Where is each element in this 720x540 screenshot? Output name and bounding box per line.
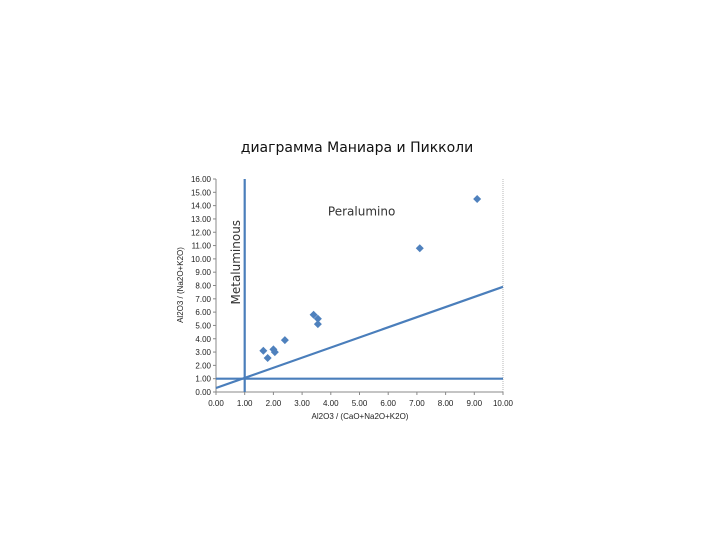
y-tick-label: 3.00 xyxy=(195,348,211,357)
y-tick-label: 0.00 xyxy=(195,388,211,397)
y-tick-label: 11.00 xyxy=(192,242,212,251)
plot-area: 0.00 1.00 2.00 3.00 4.00 5.00 6.00 7.00 8.00 9.00… xyxy=(191,175,514,408)
y-tick-label: 15.00 xyxy=(191,188,212,197)
data-point xyxy=(473,194,482,203)
y-tick-label: 14.00 xyxy=(191,202,212,211)
x-tick-label: 7.00 xyxy=(409,399,425,408)
chart-title: диаграмма Маниара и Пикколи xyxy=(241,140,473,156)
data-point xyxy=(259,346,268,355)
data-point xyxy=(309,310,318,319)
x-tick-label: 10.00 xyxy=(493,399,514,408)
data-point xyxy=(415,244,424,253)
y-tick-label: 10.00 xyxy=(191,255,212,264)
data-point xyxy=(280,336,289,345)
x-tick-label: 8.00 xyxy=(438,399,454,408)
x-tick-label: 1.00 xyxy=(237,399,253,408)
y-tick-label: 12.00 xyxy=(191,228,212,237)
x-tick-label: 5.00 xyxy=(352,399,368,408)
x-axis-label: Al2O3 / (CaO+Na2O+K2O) xyxy=(312,412,409,421)
y-tick-label: 6.00 xyxy=(195,308,211,317)
y-tick-label: 7.00 xyxy=(195,295,211,304)
y-tick-label: 8.00 xyxy=(195,282,211,291)
x-tick-label: 6.00 xyxy=(380,399,396,408)
annotation-metaluminous: Metaluminous xyxy=(229,220,243,305)
y-axis-label: Al2O3 / (Na2O+K2O) xyxy=(176,247,185,323)
y-tick-label: 4.00 xyxy=(195,335,211,344)
x-tick-label: 0.00 xyxy=(208,399,224,408)
x-tick-label: 2.00 xyxy=(266,399,282,408)
x-tick-label: 4.00 xyxy=(323,399,339,408)
y-tick-label: 2.00 xyxy=(195,361,211,370)
y-tick-label: 1.00 xyxy=(195,375,211,384)
data-point xyxy=(313,314,322,323)
data-point xyxy=(263,354,272,363)
y-tick-label: 13.00 xyxy=(191,215,212,224)
y-tick-label: 5.00 xyxy=(195,321,211,330)
y-tick-label: 16.00 xyxy=(191,175,212,184)
reference-line-diagonal xyxy=(215,285,504,390)
annotation-peraluminous: Peralumino xyxy=(328,204,395,218)
x-tick-label: 9.00 xyxy=(467,399,483,408)
data-point xyxy=(313,320,322,329)
data-point xyxy=(270,348,279,357)
x-tick-label: 3.00 xyxy=(294,399,310,408)
y-tick-label: 9.00 xyxy=(195,268,211,277)
